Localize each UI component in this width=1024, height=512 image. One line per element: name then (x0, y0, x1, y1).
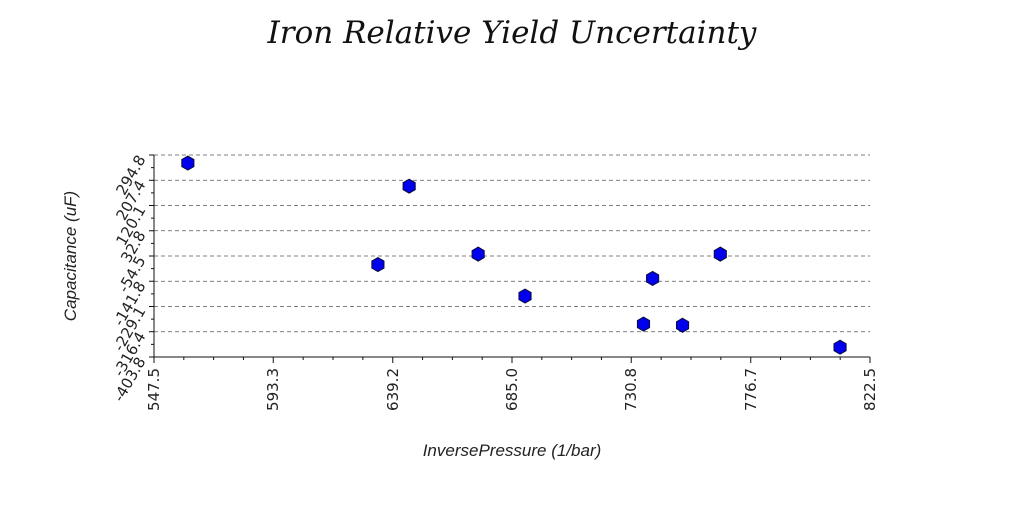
data-point (833, 339, 847, 355)
x-axis-label: InversePressure (1/bar) (423, 441, 602, 460)
x-tick-label: 593.3 (264, 368, 282, 411)
data-points (181, 155, 847, 355)
x-tick-label: 730.8 (622, 368, 640, 411)
chart-title: Iron Relative Yield Uncertainty (267, 15, 757, 51)
data-point (181, 155, 195, 171)
data-point (713, 246, 727, 262)
x-tick-label: 547.5 (145, 368, 163, 411)
data-point (675, 317, 690, 333)
y-axis-label: Capacitance (uF) (61, 191, 80, 321)
x-tick-label: 822.5 (861, 368, 879, 411)
x-tick-label: 776.7 (742, 368, 760, 411)
data-point (636, 316, 651, 332)
grid-lines (154, 154, 870, 358)
x-tick-label: 685.0 (503, 368, 521, 411)
data-point (518, 288, 532, 304)
data-point (646, 270, 660, 286)
x-tick-label: 639.2 (384, 368, 402, 411)
data-point (402, 178, 416, 194)
data-point (471, 246, 485, 262)
data-point (371, 256, 385, 273)
x-ticks: 547.5 593.3 639.2 685.0 730.8 776.7 822.5 (145, 357, 879, 411)
y-ticks: -403.8-316.4-229.1-141.8-54.532.8120.120… (110, 152, 154, 405)
